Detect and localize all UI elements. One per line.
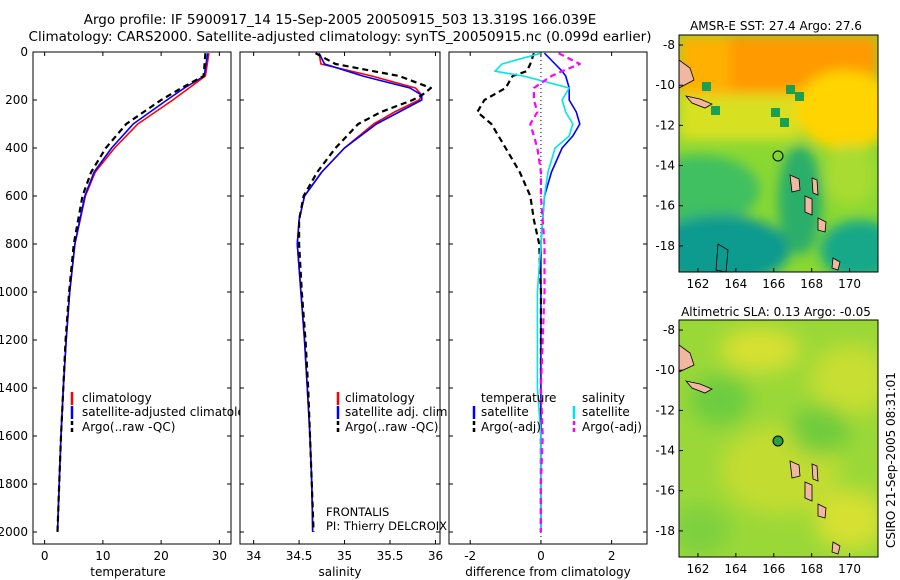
series-line-argo-raw-qc- bbox=[56, 53, 207, 533]
ytick-label: 1800 bbox=[0, 477, 28, 491]
difference-xlabel: difference from climatology bbox=[465, 565, 631, 579]
ytick-label: 1200 bbox=[0, 333, 28, 347]
salinity-xlabel: salinity bbox=[318, 565, 361, 579]
map-xtick-label: 166 bbox=[762, 562, 785, 576]
map-ytick-label: -16 bbox=[655, 484, 675, 498]
temp-legend-satellite: satellite-adjusted climatology bbox=[82, 405, 260, 419]
xtick-label: 10 bbox=[95, 549, 110, 563]
diff-legend-sal-satellite: satellite bbox=[582, 405, 630, 419]
credit-text: CSIRO 21-Sep-2005 08:31:01 bbox=[884, 372, 898, 548]
sal-legend-argo: Argo(..raw -QC) bbox=[345, 420, 438, 434]
series-line-argo-raw-qc- bbox=[298, 52, 432, 533]
pi-line1: FRONTALIS bbox=[326, 505, 389, 519]
map-ytick-label: -12 bbox=[655, 403, 675, 417]
figure-title-line2: Climatology: CARS2000. Satellite-adjuste… bbox=[28, 29, 652, 45]
xtick-label: 20 bbox=[153, 549, 168, 563]
map-ytick-label: -12 bbox=[655, 118, 675, 132]
map-ytick-label: -18 bbox=[655, 239, 675, 253]
xtick-label: 0 bbox=[41, 549, 49, 563]
ytick-label: 0 bbox=[20, 45, 28, 59]
diff-legend-sal-argo: Argo(-adj) bbox=[582, 420, 642, 434]
xtick-label: 0 bbox=[537, 549, 545, 563]
xtick-label: 35.5 bbox=[377, 549, 404, 563]
map-ytick-label: -14 bbox=[655, 444, 675, 458]
diff-legend-temp-satellite: satellite bbox=[481, 405, 529, 419]
difference-legend: temperature satellite Argo(-adj) salinit… bbox=[472, 391, 642, 434]
figure-title-line1: Argo profile: IF 5900917_14 15-Sep-2005 … bbox=[83, 12, 597, 28]
ytick-label: 1600 bbox=[0, 429, 28, 443]
map-xtick-label: 166 bbox=[762, 277, 785, 291]
map-xtick-label: 168 bbox=[800, 277, 823, 291]
sst-map-title: AMSR-E SST: 27.4 Argo: 27.6 bbox=[690, 19, 862, 33]
sla-map: Altimetric SLA: 0.13 Argo: -0.05 162 164 1… bbox=[655, 305, 879, 576]
diff-legend-temp-header: temperature bbox=[481, 391, 556, 405]
series-line-salinity-argo-adj- bbox=[529, 52, 581, 532]
xtick-label: 36 bbox=[428, 549, 443, 563]
map-ytick-label: -10 bbox=[655, 363, 675, 377]
map-ytick-label: -8 bbox=[663, 323, 675, 337]
map-ytick-label: -16 bbox=[655, 199, 675, 213]
map-xtick-label: 168 bbox=[800, 562, 823, 576]
diff-legend-temp-argo: Argo(-adj) bbox=[481, 420, 541, 434]
map-xtick-label: 162 bbox=[686, 562, 709, 576]
sst-map: AMSR-E SST: 27.4 Argo: 27.6 bbox=[655, 19, 879, 291]
map-xtick-label: 162 bbox=[686, 277, 709, 291]
temp-legend-argo: Argo(..raw -QC) bbox=[82, 420, 175, 434]
pi-line2: PI: Thierry DELCROIX bbox=[326, 519, 447, 533]
temperature-legend: climatology satellite-adjusted climatolo… bbox=[70, 391, 260, 434]
xtick-label: 34 bbox=[246, 549, 261, 563]
map-ytick-label: -14 bbox=[655, 159, 675, 173]
map-xtick-label: 164 bbox=[724, 277, 747, 291]
map-ytick-label: -8 bbox=[663, 38, 675, 52]
ytick-label: 2000 bbox=[0, 525, 28, 539]
ytick-label: 400 bbox=[5, 141, 28, 155]
sla-map-title: Altimetric SLA: 0.13 Argo: -0.05 bbox=[681, 305, 871, 319]
diff-legend-sal-header: salinity bbox=[582, 391, 625, 405]
map-xtick-label: 164 bbox=[724, 562, 747, 576]
map-xtick-label: 170 bbox=[838, 277, 861, 291]
map-ytick-label: -10 bbox=[655, 78, 675, 92]
series-line-satellite-adj-clim- bbox=[296, 52, 423, 533]
xtick-label: 2 bbox=[608, 549, 616, 563]
salinity-panel: 34 34.5 35 35.5 36 salinity climatology sate… bbox=[239, 51, 451, 579]
ytick-label: 1000 bbox=[0, 285, 28, 299]
sla-float-marker bbox=[772, 435, 784, 447]
xtick-label: 35 bbox=[337, 549, 352, 563]
sal-legend-satellite: satellite adj. clim. bbox=[345, 405, 451, 419]
xtick-label: 30 bbox=[212, 549, 227, 563]
temp-legend-climatology: climatology bbox=[82, 391, 152, 405]
map-xtick-label: 170 bbox=[838, 562, 861, 576]
ytick-label: 800 bbox=[5, 237, 28, 251]
sla-map-field bbox=[679, 320, 878, 557]
series-line-salinity-satellite bbox=[494, 52, 574, 532]
sst-float-marker bbox=[772, 150, 784, 162]
map-ytick-label: -18 bbox=[655, 524, 675, 538]
xtick-label: -2 bbox=[464, 549, 476, 563]
salinity-legend: climatology satellite adj. clim. Argo(..… bbox=[336, 391, 451, 434]
ytick-label: 1400 bbox=[0, 381, 28, 395]
temperature-xlabel: temperature bbox=[90, 565, 165, 579]
xtick-label: 34.5 bbox=[286, 549, 313, 563]
difference-panel: -2 0 2 difference from climatology tempera… bbox=[448, 51, 648, 579]
sal-legend-climatology: climatology bbox=[345, 391, 415, 405]
ytick-label: 600 bbox=[5, 189, 28, 203]
sst-map-field bbox=[679, 35, 878, 272]
temperature-panel: 0 200 400 600 800 1000 1200 1400 1600 1800 2000 0 10… bbox=[0, 45, 260, 579]
ytick-label: 200 bbox=[5, 93, 28, 107]
